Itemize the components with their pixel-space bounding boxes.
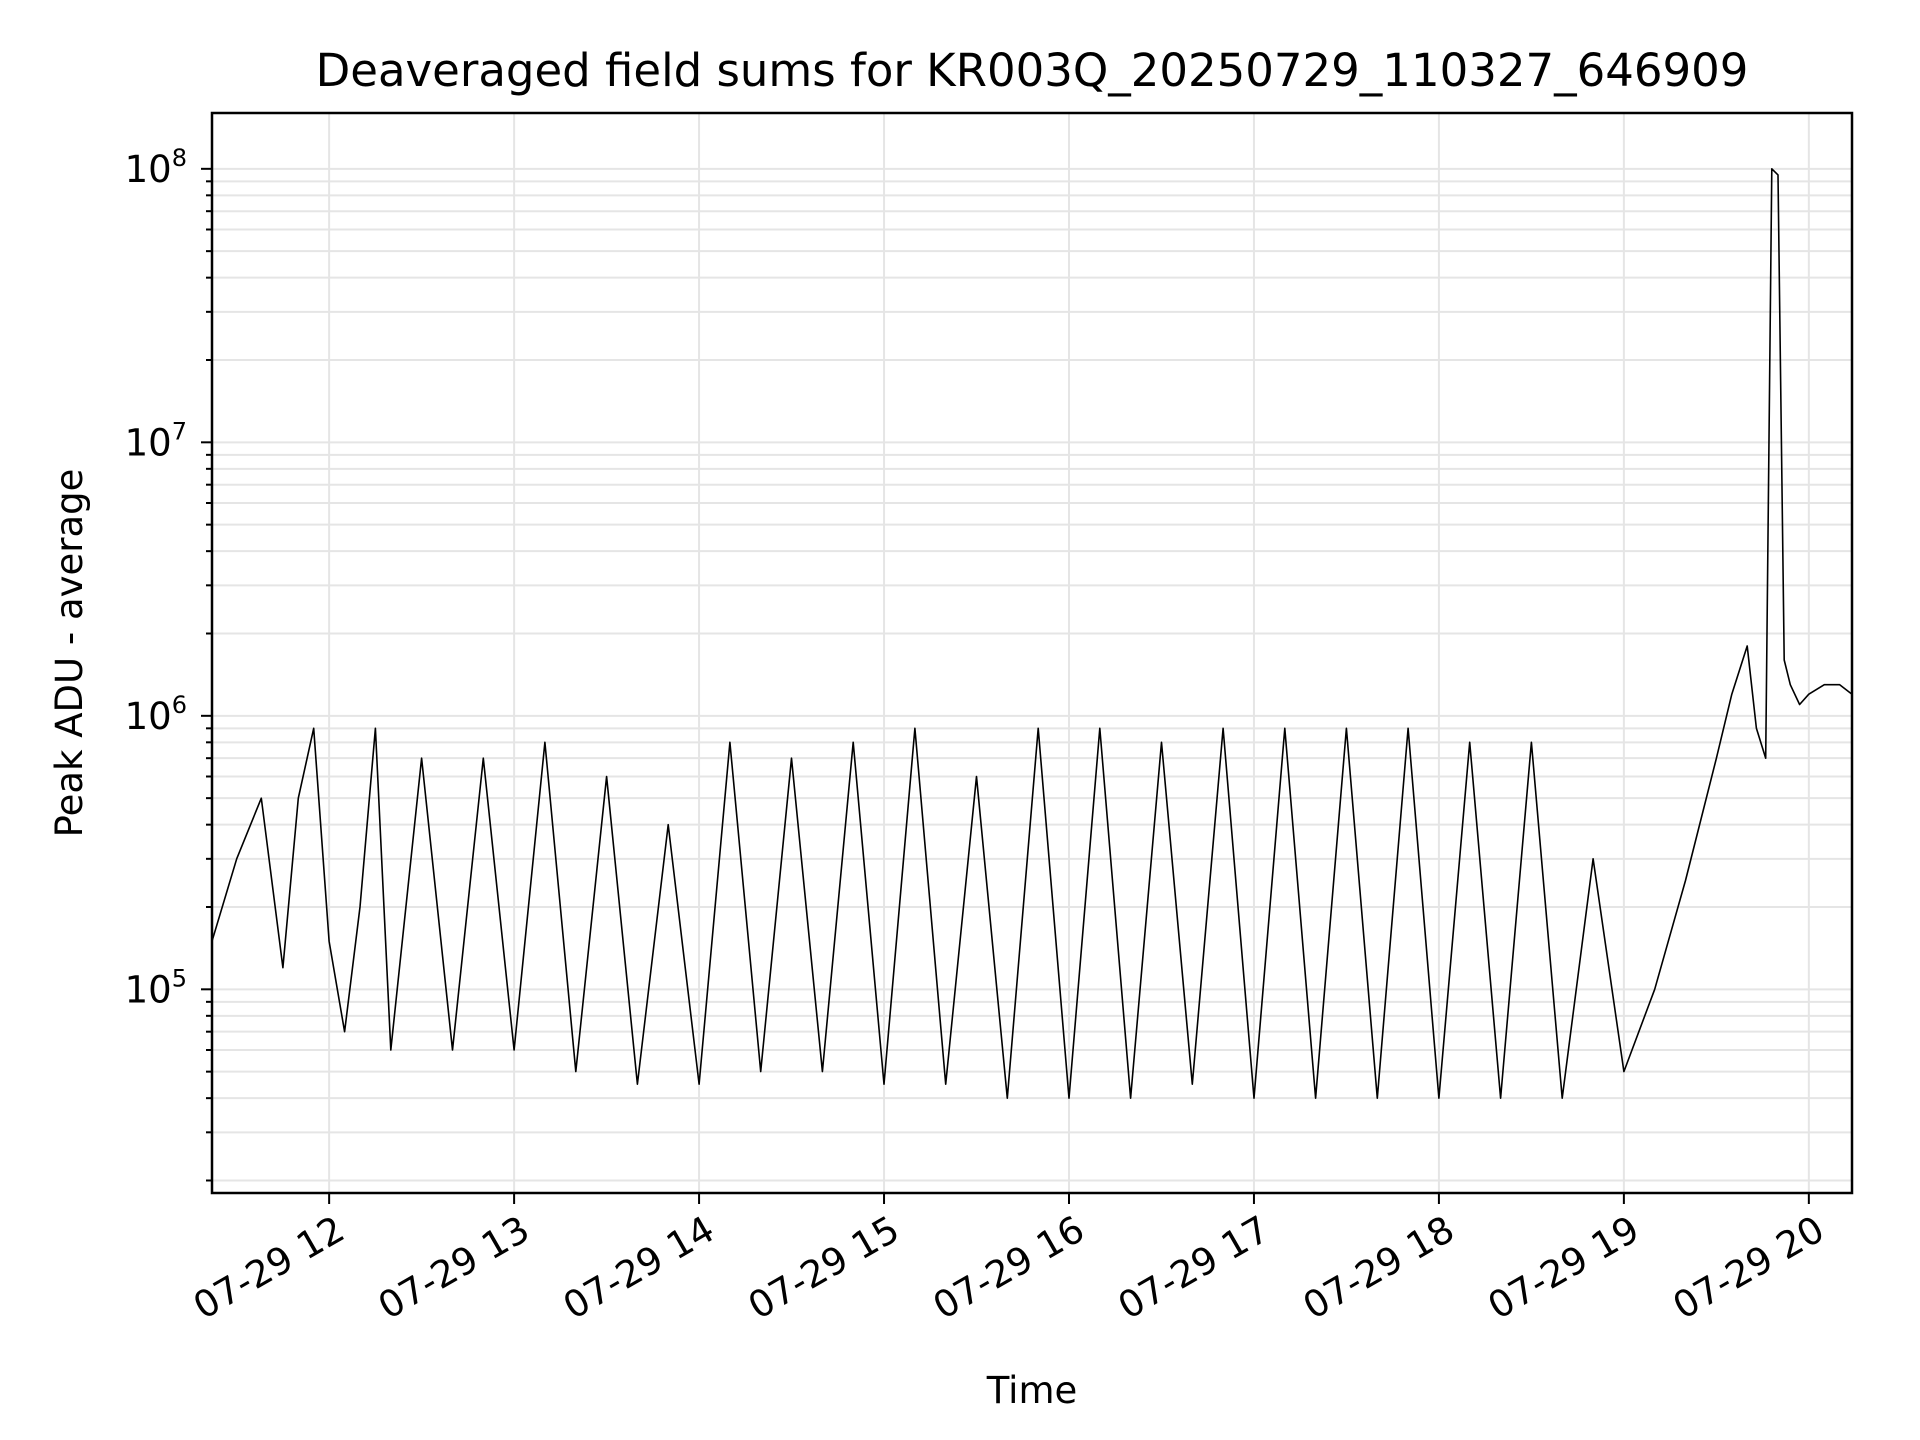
x-tick-label: 07-29 20 bbox=[1666, 1208, 1832, 1328]
x-axis-label: Time bbox=[986, 1369, 1078, 1412]
plot-frame bbox=[210, 111, 1854, 1195]
chart-title: Deaveraged field sums for KR003Q_2025072… bbox=[316, 44, 1749, 97]
x-tick-label: 07-29 14 bbox=[556, 1208, 722, 1328]
y-tick-label: 106 bbox=[125, 691, 187, 738]
y-tick-label: 108 bbox=[125, 144, 187, 191]
x-tick-label: 07-29 16 bbox=[926, 1208, 1092, 1328]
grid bbox=[212, 113, 1852, 1193]
x-tick-label: 07-29 19 bbox=[1481, 1208, 1647, 1328]
y-tick-label: 107 bbox=[125, 417, 187, 464]
y-tick-label: 105 bbox=[125, 964, 187, 1011]
series-line bbox=[211, 168, 1853, 1099]
ticks bbox=[201, 167, 1810, 1204]
x-tick-label: 07-29 17 bbox=[1111, 1208, 1277, 1328]
x-tick-label: 07-29 18 bbox=[1296, 1208, 1462, 1328]
x-tick-label: 07-29 15 bbox=[741, 1208, 907, 1328]
x-tick-label: 07-29 13 bbox=[371, 1208, 537, 1328]
series-layer bbox=[211, 168, 1853, 1099]
x-tick-label: 07-29 12 bbox=[186, 1208, 352, 1328]
y-axis-label: Peak ADU - average bbox=[48, 469, 91, 838]
